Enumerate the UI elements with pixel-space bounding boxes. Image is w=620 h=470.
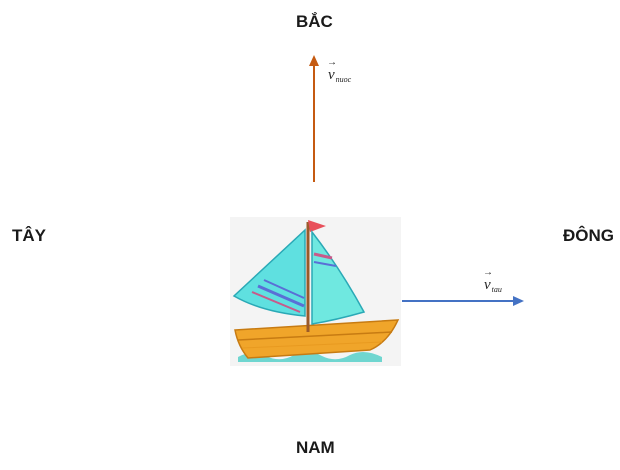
water-velocity-subscript: nuoc (335, 75, 352, 84)
north-label: BẮC (296, 12, 333, 31)
boat-velocity-subscript: tau (491, 285, 502, 294)
water-velocity-arrow (309, 55, 319, 182)
sailboat-icon (230, 217, 401, 366)
south-label: NAM (296, 438, 335, 457)
boat-velocity-symbol: v (484, 277, 491, 293)
east-label: ĐÔNG (563, 226, 614, 245)
water-velocity-symbol: v (328, 67, 335, 83)
boat-velocity-arrow (402, 296, 524, 306)
water-velocity-label: vnuoc (328, 66, 351, 84)
west-label: TÂY (12, 226, 46, 245)
boat-velocity-label: vtau (484, 276, 502, 294)
